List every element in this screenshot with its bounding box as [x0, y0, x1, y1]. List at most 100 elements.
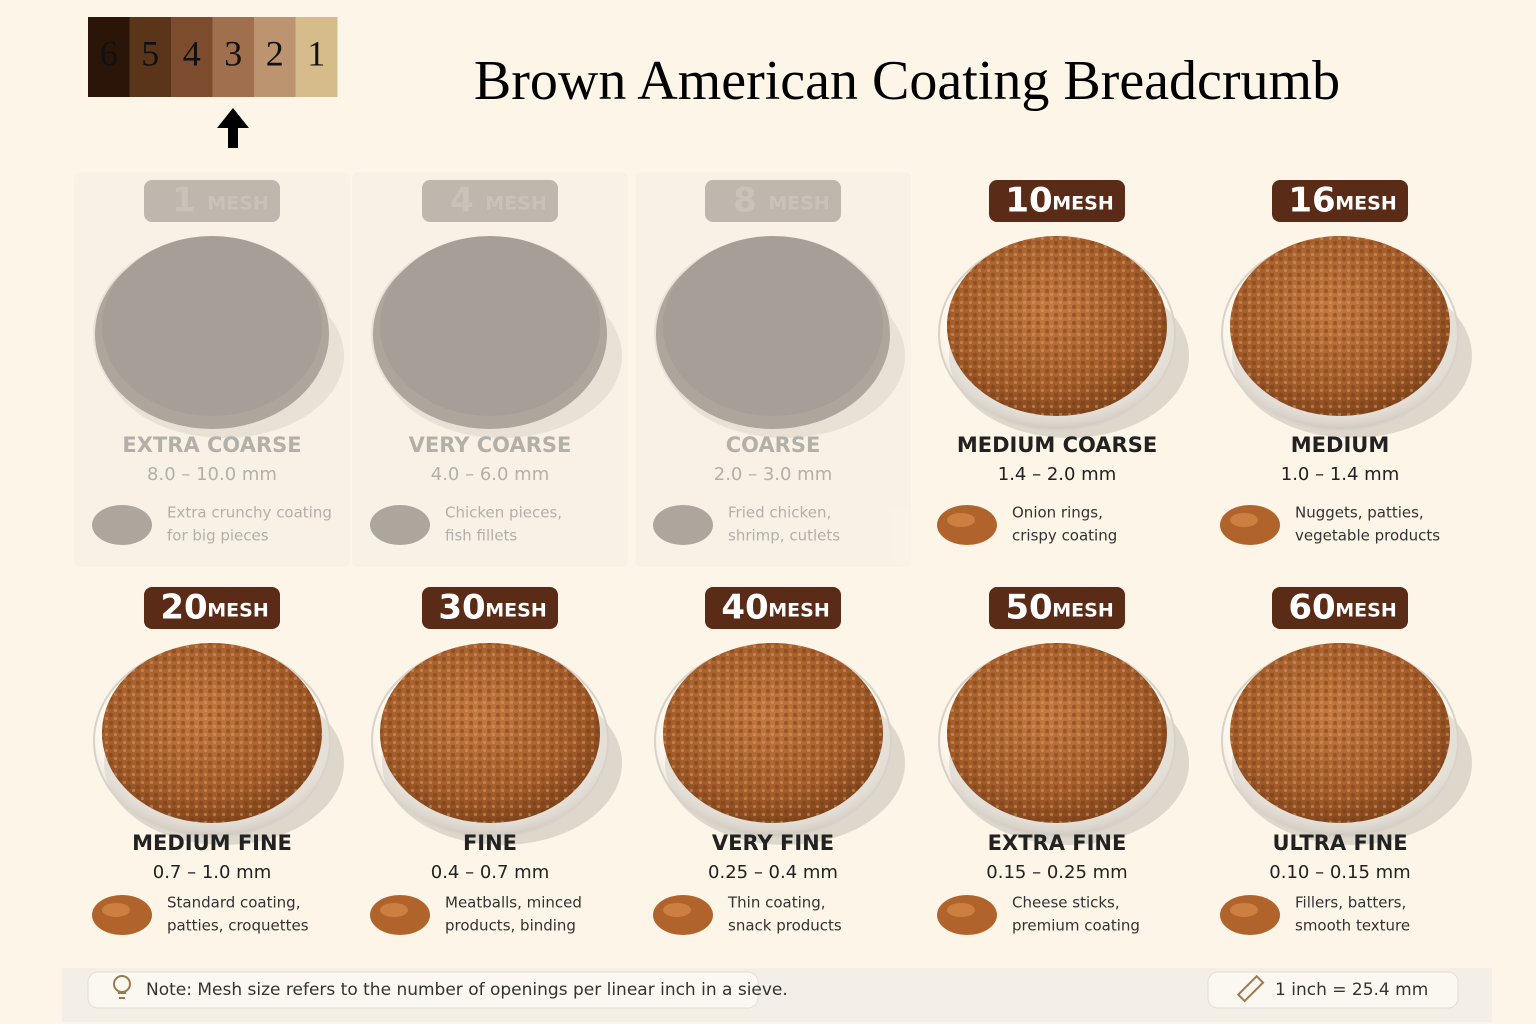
size-range: 1.0 – 1.4 mm — [1281, 464, 1400, 485]
bulb-icon — [113, 975, 131, 999]
swatch-label: 3 — [224, 33, 242, 73]
food-icon-shade — [1230, 903, 1258, 917]
use-description: Cheese sticks, — [1012, 894, 1120, 912]
size-range: 0.7 – 1.0 mm — [153, 862, 272, 883]
mesh-number: 50 — [1005, 588, 1052, 628]
use-description: patties, croquettes — [167, 917, 309, 935]
crumb-texture — [1230, 643, 1450, 823]
card: 60 MESH ULTRA FINE 0.10 – 0.15 mm Fillers, b… — [1220, 587, 1472, 935]
grade-name: FINE — [463, 831, 517, 855]
grade-name: VERY FINE — [712, 831, 834, 855]
use-description: for big pieces — [167, 527, 269, 545]
swatch — [129, 17, 172, 97]
mesh-unit: MESH — [1335, 193, 1396, 215]
mesh-number: 8 — [733, 181, 757, 221]
mesh-unit: MESH — [1335, 600, 1396, 622]
food-icon — [92, 505, 152, 545]
mesh-number: 20 — [160, 588, 207, 628]
mesh-number: 16 — [1288, 181, 1335, 221]
card: 8 MESH COARSE 2.0 – 3.0 mm Fried chicken, shr… — [635, 172, 911, 567]
swatch — [254, 17, 296, 97]
food-icon-shade — [947, 513, 975, 527]
mesh-badge — [1272, 587, 1408, 629]
mesh-number: 1 — [172, 181, 196, 221]
note: Note: Mesh size refers to the number of … — [146, 980, 788, 1000]
food-icon-shade — [947, 903, 975, 917]
use-description: vegetable products — [1295, 527, 1440, 545]
card: 10 MESH MEDIUM COARSE 1.4 – 2.0 mm Onion rin… — [937, 180, 1189, 545]
use-description: snack products — [728, 917, 842, 935]
size-range: 2.0 – 3.0 mm — [714, 464, 833, 485]
conversion-box — [1207, 971, 1459, 1009]
use-description: Fried chicken, — [728, 504, 831, 522]
swatch-label: 5 — [141, 33, 159, 73]
crumbs — [102, 236, 322, 416]
grade-name: ULTRA FINE — [1272, 831, 1407, 855]
mesh-unit: MESH — [768, 193, 829, 215]
crumb-texture — [947, 236, 1167, 416]
ruler-icon — [1236, 974, 1265, 1003]
use-description: Extra crunchy coating — [167, 504, 332, 522]
mesh-unit: MESH — [207, 600, 268, 622]
mesh-number: 30 — [438, 588, 485, 628]
card: 16 MESH MEDIUM 1.0 – 1.4 mm Nuggets, patties… — [1220, 180, 1472, 545]
mesh-badge — [1272, 180, 1408, 222]
grade-name: EXTRA COARSE — [122, 433, 301, 457]
swatch-label: 6 — [100, 33, 118, 73]
mesh-unit: MESH — [207, 193, 268, 215]
food-icon — [653, 505, 713, 545]
mesh-number: 40 — [721, 588, 768, 628]
card: 50 MESH EXTRA FINE 0.15 – 0.25 mm Cheese sti… — [937, 587, 1189, 935]
note-box — [87, 971, 759, 1009]
swatch — [88, 17, 130, 97]
swatch — [212, 17, 255, 97]
crumb-texture — [1230, 236, 1450, 416]
size-range: 0.15 – 0.25 mm — [986, 862, 1127, 883]
crumb-texture — [102, 643, 322, 823]
grade-name: MEDIUM — [1291, 433, 1389, 457]
mesh-number: 4 — [450, 181, 474, 221]
food-icon-shade — [1230, 513, 1258, 527]
crumb-texture — [380, 643, 600, 823]
use-description: Onion rings, — [1012, 504, 1103, 522]
card: 1 MESH EXTRA COARSE 8.0 – 10.0 mm Extra crun… — [74, 172, 350, 567]
swatch-label: 2 — [266, 33, 284, 73]
grade-name: EXTRA FINE — [988, 831, 1127, 855]
mesh-badge — [705, 587, 841, 629]
size-range: 0.4 – 0.7 mm — [431, 862, 550, 883]
crumbs — [663, 236, 883, 416]
use-description: Thin coating, — [727, 894, 826, 912]
crumb-texture — [663, 643, 883, 823]
swatch — [295, 17, 338, 97]
use-description: Meatballs, minced — [445, 894, 582, 912]
mesh-badge — [705, 180, 841, 222]
use-description: products, binding — [445, 917, 576, 935]
use-description: Chicken pieces, — [445, 504, 562, 522]
cards: 1 MESH EXTRA COARSE 8.0 – 10.0 mm Extra crun… — [74, 172, 1472, 935]
swatch-label: 4 — [183, 33, 201, 73]
card: 40 MESH VERY FINE 0.25 – 0.4 mm Thin coating… — [653, 587, 905, 935]
use-description: fish fillets — [445, 527, 517, 545]
pointer-arrow — [217, 108, 249, 148]
card: 30 MESH FINE 0.4 – 0.7 mm Meatballs, minced p… — [370, 587, 622, 935]
size-range: 8.0 – 10.0 mm — [147, 464, 277, 485]
mesh-number: 10 — [1005, 181, 1052, 221]
mesh-unit: MESH — [485, 600, 546, 622]
mesh-unit: MESH — [1052, 600, 1113, 622]
mesh-badge — [989, 587, 1125, 629]
card: 4 MESH VERY COARSE 4.0 – 6.0 mm Chicken piec… — [352, 172, 628, 567]
conversion: 1 inch = 25.4 mm — [1275, 980, 1428, 1000]
swatch-label: 1 — [307, 33, 325, 73]
food-icon — [370, 505, 430, 545]
mesh-badge — [422, 180, 558, 222]
mesh-unit: MESH — [768, 600, 829, 622]
size-range: 1.4 – 2.0 mm — [998, 464, 1117, 485]
card: 20 MESH MEDIUM FINE 0.7 – 1.0 mm Standard co… — [92, 587, 344, 935]
mesh-number: 60 — [1288, 588, 1335, 628]
size-range: 4.0 – 6.0 mm — [431, 464, 550, 485]
use-description: crispy coating — [1012, 527, 1117, 545]
grade-name: VERY COARSE — [409, 433, 572, 457]
use-description: Nuggets, patties, — [1295, 504, 1424, 522]
